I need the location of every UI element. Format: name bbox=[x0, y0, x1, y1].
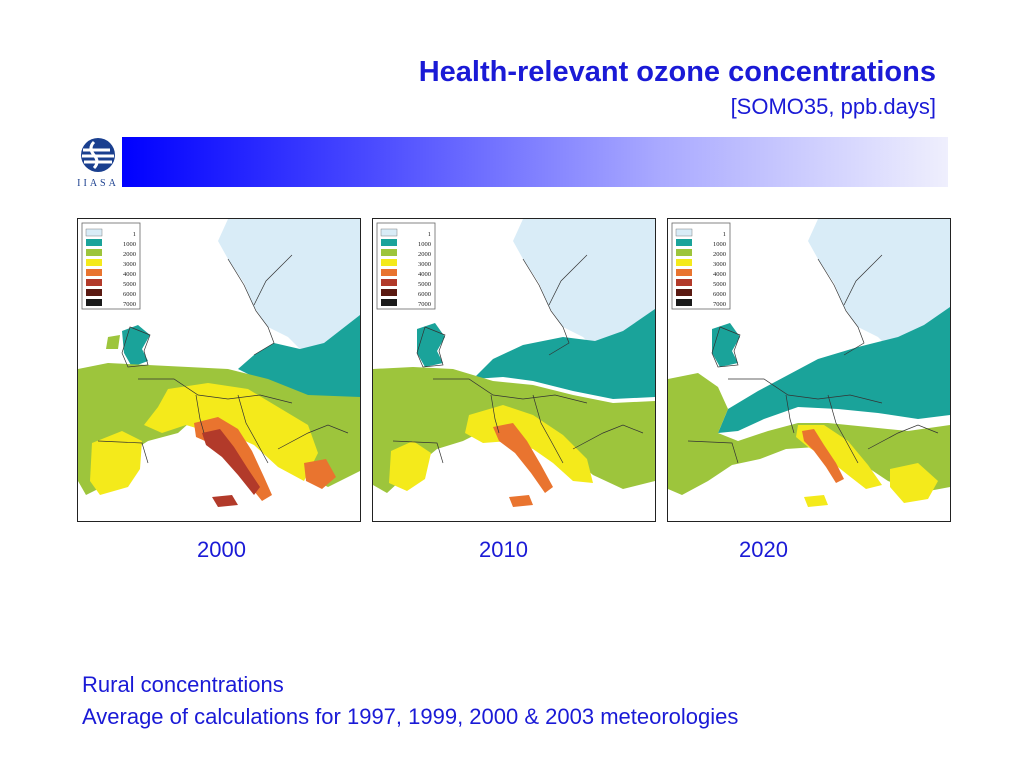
legend-label: 5000 bbox=[123, 281, 136, 288]
legend: 1 1000 2000 3000 4000 5000 6000 7000 bbox=[376, 222, 436, 310]
legend-label: 6000 bbox=[123, 291, 136, 298]
slide-title: Health-relevant ozone concentrations bbox=[418, 56, 936, 88]
ozone-map-2010: 1 1000 2000 3000 4000 5000 6000 7000 bbox=[372, 218, 656, 522]
legend-label: 1000 bbox=[713, 241, 726, 248]
year-label-2010: 2010 bbox=[479, 537, 528, 562]
legend-label: 2000 bbox=[713, 251, 726, 258]
slide-subtitle: [SOMO35, ppb.days] bbox=[730, 94, 936, 119]
legend: 1 1000 2000 3000 4000 5000 6000 7000 bbox=[81, 222, 141, 310]
header-banner: IIASA bbox=[74, 134, 948, 189]
year-label-2020: 2020 bbox=[739, 537, 788, 562]
legend-label: 5000 bbox=[713, 281, 726, 288]
gradient-bar bbox=[122, 137, 948, 187]
legend-label: 2000 bbox=[123, 251, 136, 258]
legend-label: 6000 bbox=[713, 291, 726, 298]
legend-label: 7000 bbox=[418, 301, 431, 308]
iiasa-logo: IIASA bbox=[74, 134, 122, 189]
legend-label: 6000 bbox=[418, 291, 431, 298]
legend-label: 2000 bbox=[418, 251, 431, 258]
legend-label: 1000 bbox=[418, 241, 431, 248]
legend-label: 4000 bbox=[713, 271, 726, 278]
legend-label: 5000 bbox=[418, 281, 431, 288]
caption-line-2: Average of calculations for 1997, 1999, … bbox=[82, 704, 739, 729]
ozone-map-2000: 1 1000 2000 3000 4000 5000 6000 7000 bbox=[77, 218, 361, 522]
legend-label: 7000 bbox=[713, 301, 726, 308]
legend-label: 3000 bbox=[123, 261, 136, 268]
svg-text:IIASA: IIASA bbox=[77, 178, 119, 189]
legend: 1 1000 2000 3000 4000 5000 6000 7000 bbox=[671, 222, 731, 310]
legend-label: 4000 bbox=[123, 271, 136, 278]
ozone-map-2020: 1 1000 2000 3000 4000 5000 6000 7000 bbox=[667, 218, 951, 522]
legend-label: 1 bbox=[723, 231, 726, 238]
legend-label: 1 bbox=[428, 231, 431, 238]
legend-label: 1000 bbox=[123, 241, 136, 248]
year-label-2000: 2000 bbox=[197, 537, 246, 562]
caption-line-1: Rural concentrations bbox=[82, 672, 284, 697]
legend-label: 3000 bbox=[418, 261, 431, 268]
legend-label: 3000 bbox=[713, 261, 726, 268]
legend-label: 4000 bbox=[418, 271, 431, 278]
legend-label: 7000 bbox=[123, 301, 136, 308]
legend-label: 1 bbox=[133, 231, 136, 238]
